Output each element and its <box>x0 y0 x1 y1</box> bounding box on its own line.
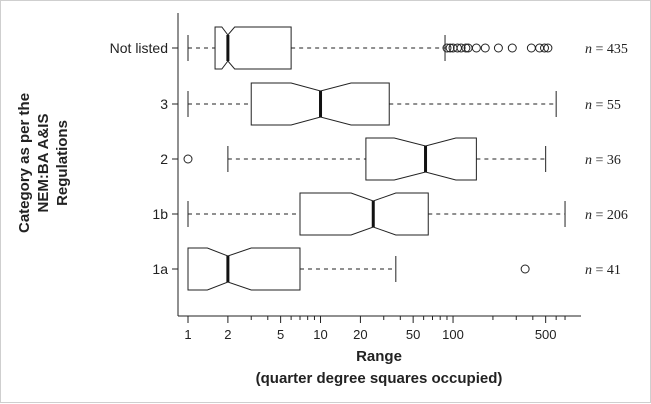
outlier-point <box>526 43 536 53</box>
x-axis-title: Range <box>356 348 402 365</box>
n-value: = 206 <box>592 208 628 223</box>
x-tick-label: 2 <box>224 327 231 342</box>
notched-box <box>187 247 301 291</box>
n-value: = 55 <box>592 98 621 113</box>
y-axis-title-line-3: Regulations <box>54 120 71 206</box>
y-axis-title: Category as per the NEM:BA A&IS Regulati… <box>16 93 71 233</box>
notched-box <box>365 137 477 181</box>
sample-size-label: n = 55 <box>585 98 621 113</box>
n-value: = 435 <box>592 42 628 57</box>
y-axis-title-line-1: Category as per the <box>16 93 33 233</box>
n-symbol: n <box>585 153 592 168</box>
sample-size-label: n = 36 <box>585 153 621 168</box>
x-tick-label: 1 <box>184 327 191 342</box>
plot-area: 1 2 5 10 20 50 100 500 Not listed n = 435 3 n = 55 2… <box>110 13 628 342</box>
x-tick-label: 10 <box>313 327 327 342</box>
outlier-point <box>543 43 553 53</box>
outlier-point <box>183 154 193 164</box>
category-label: Not listed <box>110 40 168 56</box>
outlier-point <box>540 43 550 53</box>
sample-size-label: n = 41 <box>585 263 621 278</box>
sample-size-label: n = 435 <box>585 42 628 57</box>
n-value: = 41 <box>592 263 621 278</box>
category-label: 1b <box>152 206 168 222</box>
outlier-point <box>461 43 471 53</box>
x-tick-label: 20 <box>353 327 367 342</box>
n-symbol: n <box>585 98 592 113</box>
sample-size-label: n = 206 <box>585 208 628 223</box>
outlier-point <box>480 43 490 53</box>
notched-box <box>214 26 292 70</box>
x-tick-label: 50 <box>406 327 420 342</box>
outlier-point <box>442 43 452 53</box>
outlier-point <box>493 43 503 53</box>
x-tick-label: 500 <box>535 327 557 342</box>
y-axis-title-line-2: NEM:BA A&IS <box>35 114 52 213</box>
outlier-point <box>456 43 466 53</box>
n-value: = 36 <box>592 153 621 168</box>
notched-box <box>299 192 429 236</box>
n-symbol: n <box>585 208 592 223</box>
category-label: 1a <box>152 261 168 277</box>
category-label: 3 <box>160 96 168 112</box>
outlier-point <box>445 43 455 53</box>
x-tick-label: 100 <box>442 327 464 342</box>
outlier-point <box>507 43 517 53</box>
x-tick-label: 5 <box>277 327 284 342</box>
category-label: 2 <box>160 151 168 167</box>
n-symbol: n <box>585 42 592 57</box>
n-symbol: n <box>585 263 592 278</box>
outlier-point <box>471 43 481 53</box>
outlier-point <box>520 264 530 274</box>
x-axis-subtitle: (quarter degree squares occupied) <box>256 370 503 387</box>
